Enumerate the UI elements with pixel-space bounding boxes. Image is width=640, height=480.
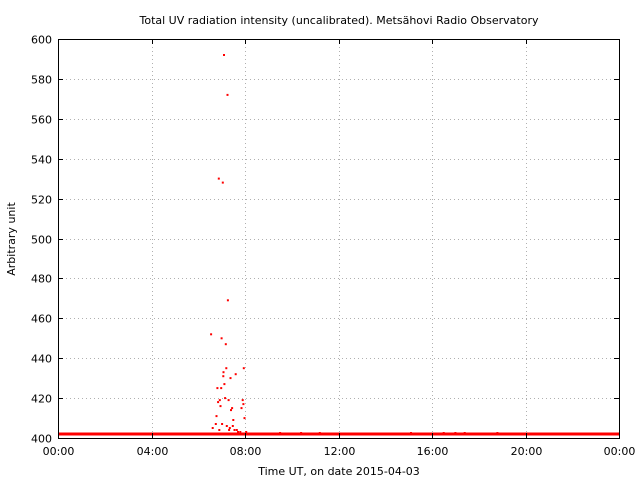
- data-point: [214, 423, 217, 425]
- data-point: [226, 93, 229, 96]
- data-points: [58, 54, 619, 436]
- y-tick-label: 520: [31, 194, 52, 207]
- x-tick-label: 20:00: [511, 445, 543, 458]
- grid: [58, 39, 619, 438]
- y-tick-label: 600: [31, 34, 52, 47]
- x-tick-label: 00:00: [43, 445, 75, 458]
- data-point: [228, 429, 231, 431]
- y-tick-label: 420: [31, 393, 52, 406]
- data-point: [410, 432, 412, 434]
- data-point: [230, 409, 232, 412]
- y-tick-label: 540: [31, 154, 52, 167]
- data-point: [223, 54, 225, 56]
- data-point: [300, 432, 303, 434]
- chart-title: Total UV radiation intensity (uncalibrat…: [139, 14, 539, 27]
- data-point: [231, 407, 234, 410]
- data-point: [216, 387, 219, 390]
- y-tick-label: 500: [31, 234, 52, 247]
- data-point: [224, 397, 227, 400]
- data-point: [242, 403, 245, 406]
- data-point: [222, 371, 225, 374]
- data-point: [226, 299, 229, 302]
- x-tick-label: 08:00: [230, 445, 262, 458]
- data-point: [221, 181, 224, 184]
- data-point: [224, 343, 227, 346]
- data-point: [237, 431, 239, 433]
- x-tick-label: 12:00: [324, 445, 356, 458]
- y-axis-label: Arbitrary unit: [5, 202, 18, 276]
- data-point: [213, 433, 216, 435]
- y-tick-label: 560: [31, 114, 52, 127]
- x-tick-label: 00:00: [604, 445, 636, 458]
- data-point: [222, 375, 225, 378]
- data-point: [225, 425, 228, 427]
- data-point: [217, 401, 220, 404]
- data-point: [239, 431, 242, 433]
- data-point: [496, 432, 499, 434]
- x-tick-label: 16:00: [417, 445, 449, 458]
- data-point: [220, 337, 223, 340]
- data-point: [225, 367, 228, 370]
- data-point: [221, 423, 224, 425]
- data-point: [217, 177, 220, 180]
- data-point: [240, 407, 243, 410]
- data-point: [218, 399, 221, 402]
- data-point: [233, 429, 236, 431]
- data-point: [220, 387, 223, 390]
- data-point: [241, 399, 244, 402]
- data-point: [223, 383, 226, 386]
- data-point: [218, 429, 221, 431]
- axis-ticks: 400 420 440 460 480 500 520 540 560 580 600 00:00 04…: [31, 34, 635, 459]
- data-point: [242, 367, 245, 370]
- y-tick-label: 440: [31, 353, 52, 366]
- data-point: [229, 377, 232, 380]
- x-axis-label: Time UT, on date 2015-04-03: [257, 465, 420, 478]
- data-point: [210, 333, 213, 336]
- y-tick-label: 460: [31, 313, 52, 326]
- x-tick-label: 04:00: [137, 445, 169, 458]
- data-point: [215, 415, 218, 418]
- data-point: [454, 432, 457, 434]
- data-point: [245, 431, 248, 433]
- data-point: [279, 432, 282, 434]
- y-tick-label: 480: [31, 273, 52, 286]
- y-tick-label: 580: [31, 74, 52, 87]
- data-point: [463, 432, 466, 434]
- data-point: [231, 425, 234, 427]
- data-point: [442, 432, 445, 434]
- data-point: [219, 405, 222, 408]
- y-tick-label: 400: [31, 433, 52, 446]
- data-point: [211, 427, 214, 429]
- data-point: [243, 417, 246, 420]
- data-point: [228, 427, 231, 429]
- data-point: [227, 399, 230, 402]
- data-point: [235, 429, 238, 431]
- data-point: [234, 373, 237, 376]
- data-point: [318, 432, 321, 434]
- data-point: [232, 419, 235, 421]
